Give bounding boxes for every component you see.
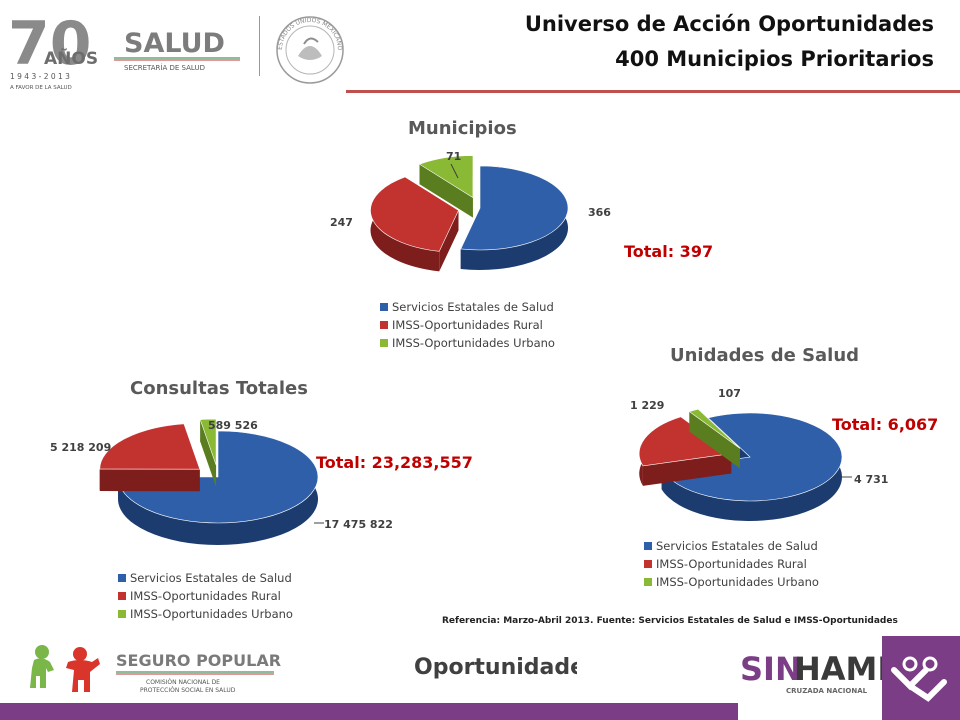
chart-title-unidades: Unidades de Salud	[670, 345, 860, 366]
legend-label: Servicios Estatales de Salud	[392, 300, 554, 314]
header-rule	[346, 90, 960, 93]
salud-sub: SECRETARÍA DE SALUD	[124, 63, 205, 72]
pie-slice-urbano-top	[199, 418, 217, 466]
chart-title-municipios: Municipios	[408, 118, 517, 139]
anniversary-logo: 70 AÑOS 1 9 4 3 - 2 0 1 3 A FAVOR DE LA …	[8, 9, 98, 91]
salud-name: SALUD	[124, 28, 225, 59]
legend-label: IMSS-Oportunidades Urbano	[130, 607, 293, 621]
legend-label: IMSS-Oportunidades Rural	[392, 318, 543, 332]
data-label: 5 218 209	[50, 441, 111, 454]
salud-logo: SALUD SECRETARÍA DE SALUD	[114, 28, 240, 72]
pie-slice-urbano	[199, 418, 217, 488]
sin-hambre-logo: SIN HAMBRE CRUZADA NACIONAL	[740, 636, 960, 720]
pie-chart-municipios: 366 247 71	[330, 150, 611, 272]
legend-swatch	[380, 339, 388, 347]
anniversary-number: 70	[8, 9, 92, 79]
legend-item-rural: IMSS-Oportunidades Rural	[644, 555, 819, 573]
pie-slice-servicios	[460, 165, 569, 270]
pie-slice-rural-top	[638, 416, 733, 467]
legend-label: IMSS-Oportunidades Rural	[656, 557, 807, 571]
legend-item-servicios: Servicios Estatales de Salud	[118, 569, 293, 587]
chart-title-consultas: Consultas Totales	[130, 378, 308, 399]
legend-item-rural: IMSS-Oportunidades Rural	[380, 316, 555, 334]
pie-slice-rural-top	[370, 176, 459, 252]
legend-swatch	[118, 574, 126, 582]
pie-slice-servicios-top	[661, 412, 843, 502]
oportunidades-name: Oportunidades	[414, 655, 577, 680]
data-label: 107	[718, 387, 741, 400]
page-title-line1: Universo de Acción Oportunidades	[524, 12, 934, 36]
legend-item-urbano: IMSS-Oportunidades Urbano	[118, 605, 293, 623]
legend-item-servicios: Servicios Estatales de Salud	[644, 537, 819, 555]
anniversary-slogan: A FAVOR DE LA SALUD	[10, 85, 72, 91]
pie-slice-urbano-wall	[200, 419, 217, 488]
seguro-popular-sub2: PROTECCIÓN SOCIAL EN SALUD	[140, 687, 236, 694]
reference-note: Referencia: Marzo-Abril 2013. Fuente: Se…	[442, 616, 898, 626]
data-label: 4 731	[854, 473, 888, 486]
data-label: 589 526	[208, 419, 258, 432]
seguro-popular-figures-icon	[30, 645, 100, 692]
handshake-icon	[891, 656, 947, 702]
data-label: 247	[330, 216, 353, 229]
leader-line	[450, 163, 459, 179]
oportunidades-logo: Oportunidades	[414, 655, 577, 680]
legend-label: IMSS-Oportunidades Urbano	[392, 336, 555, 350]
pie-slice-rural-top	[99, 423, 201, 470]
pie-slice-urbano	[418, 155, 474, 218]
legend-swatch	[118, 610, 126, 618]
pie-slice-servicios-top	[117, 430, 319, 524]
legend-swatch	[644, 578, 652, 586]
seguro-popular-logo: SEGURO POPULAR COMISIÓN NACIONAL DE PROT…	[30, 645, 281, 694]
legend-item-rural: IMSS-Oportunidades Rural	[118, 587, 293, 605]
pie-slice-rural-wall	[99, 469, 200, 492]
data-label: 17 475 822	[324, 518, 393, 531]
seal-text: ESTADOS UNIDOS MEXICANOS	[270, 10, 343, 51]
legend-item-urbano: IMSS-Oportunidades Urbano	[380, 334, 555, 352]
legend-swatch	[380, 303, 388, 311]
pie-slice-urbano-top	[418, 155, 474, 199]
sin-hambre-sub: CRUZADA NACIONAL	[786, 687, 868, 695]
legend-item-urbano: IMSS-Oportunidades Urbano	[644, 573, 819, 591]
legend-unidades: Servicios Estatales de Salud IMSS-Oportu…	[644, 537, 819, 591]
data-label: 71	[446, 150, 461, 163]
pie-slice-urbano-top	[688, 408, 741, 449]
pie-slice-urbano-wall	[419, 164, 473, 218]
data-label: 366	[588, 206, 611, 219]
legend-label: IMSS-Oportunidades Rural	[130, 589, 281, 603]
seguro-popular-name: SEGURO POPULAR	[116, 651, 281, 670]
legend-municipios: Servicios Estatales de Salud IMSS-Oportu…	[380, 298, 555, 352]
legend-swatch	[644, 542, 652, 550]
legend-label: Servicios Estatales de Salud	[656, 539, 818, 553]
legend-label: IMSS-Oportunidades Urbano	[656, 575, 819, 589]
page-title-line2: 400 Municipios Prioritarios	[615, 47, 934, 71]
legend-label: Servicios Estatales de Salud	[130, 571, 292, 585]
total-consultas: Total: 23,283,557	[316, 453, 473, 472]
bottom-bar	[0, 703, 738, 720]
sin-hambre-part1: SIN	[740, 650, 802, 688]
pie-chart-consultas: 17 475 822 5 218 209 589 526	[50, 418, 393, 545]
pie-slice-rural-wall	[642, 453, 732, 486]
pie-slice-rural	[99, 423, 201, 492]
mexico-seal: ESTADOS UNIDOS MEXICANOS	[270, 10, 344, 84]
total-municipios: Total: 397	[624, 242, 714, 261]
legend-swatch	[118, 592, 126, 600]
legend-consultas: Servicios Estatales de Salud IMSS-Oportu…	[118, 569, 293, 623]
seguro-popular-sub1: COMISIÓN NACIONAL DE	[146, 679, 220, 686]
logo-divider	[259, 16, 260, 76]
anniversary-years: 1 9 4 3 - 2 0 1 3	[10, 72, 70, 81]
legend-swatch	[380, 321, 388, 329]
legend-item-servicios: Servicios Estatales de Salud	[380, 298, 555, 316]
data-label: 1 229	[630, 399, 664, 412]
pie-chart-unidades: 4 731 1 229 107	[630, 387, 888, 521]
pie-slice-rural	[370, 176, 459, 272]
pie-slice-servicios-top	[460, 165, 569, 251]
total-unidades: Total: 6,067	[832, 415, 939, 434]
pie-slice-urbano	[688, 408, 741, 469]
legend-swatch	[644, 560, 652, 568]
anniversary-word: AÑOS	[44, 46, 98, 69]
